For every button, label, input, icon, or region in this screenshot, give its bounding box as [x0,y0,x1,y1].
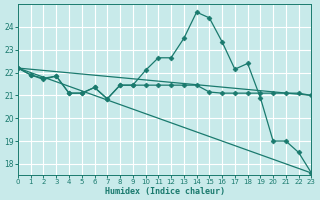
X-axis label: Humidex (Indice chaleur): Humidex (Indice chaleur) [105,187,225,196]
